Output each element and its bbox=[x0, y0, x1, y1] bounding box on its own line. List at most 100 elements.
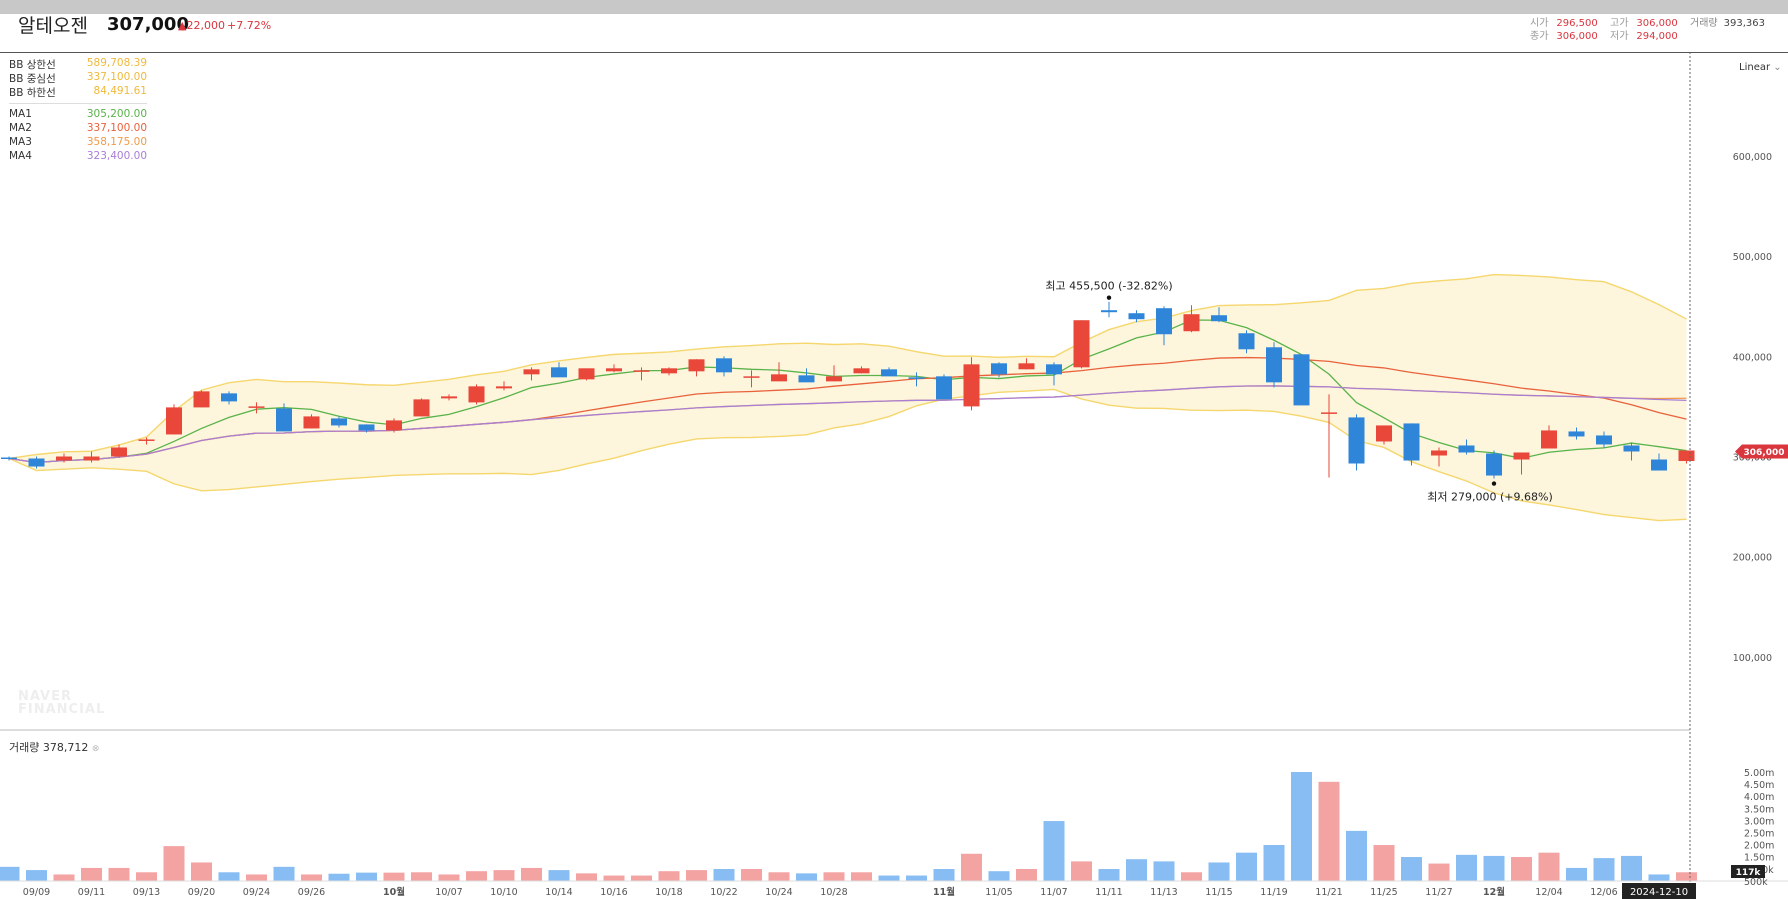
volume-bar bbox=[1456, 854, 1477, 881]
volume-tick-label: 3.50m bbox=[1744, 804, 1774, 815]
legend-ma-3[interactable]: MA4 323,400.00 bbox=[9, 150, 147, 164]
candle bbox=[1486, 450, 1502, 479]
close-icon[interactable]: ⊗ bbox=[91, 744, 100, 754]
legend-ma-2[interactable]: MA3 358,175.00 bbox=[9, 136, 147, 150]
x-tick-label: 09/26 bbox=[298, 887, 325, 898]
x-tick-label: 11월 bbox=[933, 886, 955, 898]
candle-body bbox=[138, 439, 155, 441]
x-tick-label: 10/10 bbox=[490, 887, 517, 898]
candle-body bbox=[1293, 354, 1310, 406]
watermark-line-1: NAVER bbox=[18, 689, 73, 704]
low-price: 저가 294,000 bbox=[1610, 27, 1678, 42]
close-price: 종가 306,000 bbox=[1530, 27, 1598, 42]
candle-body bbox=[1513, 452, 1530, 460]
legend-bb-2[interactable]: BB 하한선 84,491.61 bbox=[9, 85, 147, 99]
candle bbox=[56, 453, 72, 463]
candle-body bbox=[331, 418, 347, 426]
candle-body bbox=[716, 358, 732, 373]
candle bbox=[441, 394, 457, 401]
current-date-label: 2024-12-10 bbox=[1630, 887, 1688, 898]
candle bbox=[1156, 306, 1172, 346]
candle bbox=[1, 456, 17, 461]
candle-body bbox=[276, 408, 292, 432]
x-tick-label: 11/25 bbox=[1370, 887, 1397, 898]
volume-tick-label: 3.00m bbox=[1744, 816, 1774, 827]
candle-body bbox=[661, 368, 677, 374]
candle-body bbox=[1156, 308, 1172, 335]
volume-bar bbox=[1346, 830, 1367, 881]
annotations: 최고 455,500 (-32.82%) 최저 279,000 (+9.68%) bbox=[1045, 280, 1552, 504]
high-marker bbox=[1106, 295, 1112, 300]
legend-value: 358,175.00 bbox=[86, 136, 147, 148]
candle bbox=[1568, 427, 1585, 440]
legend-label: BB 상한선 bbox=[9, 59, 56, 71]
bollinger-band bbox=[8, 273, 1687, 522]
volume-bar bbox=[658, 871, 680, 881]
candlesticks bbox=[1, 301, 1695, 479]
x-tick-label: 12월 bbox=[1483, 886, 1505, 898]
candle-body bbox=[221, 393, 237, 402]
volume-bar bbox=[1236, 852, 1257, 881]
candle bbox=[523, 367, 540, 381]
chart-canvas[interactable]: 100,000200,000300,000400,000500,000600,0… bbox=[0, 14, 1788, 899]
legend-label: BB 중심선 bbox=[9, 73, 56, 85]
candle-body bbox=[468, 386, 485, 403]
candle bbox=[1128, 310, 1145, 323]
candle-body bbox=[1073, 320, 1090, 368]
candle bbox=[1101, 301, 1117, 318]
volume-bar bbox=[53, 874, 75, 881]
volume-label: 거래량 bbox=[1690, 18, 1718, 29]
x-tick-label: 11/15 bbox=[1205, 887, 1232, 898]
stock-name[interactable]: 알테오젠 bbox=[18, 15, 88, 37]
volume-tick-label: 500k bbox=[1744, 877, 1768, 888]
volume-bar bbox=[1263, 845, 1285, 881]
legend-value: 589,708.39 bbox=[86, 57, 147, 69]
candle-body bbox=[1458, 445, 1475, 453]
candle bbox=[303, 414, 320, 429]
candle bbox=[413, 398, 430, 417]
price-change-percent: +7.72% bbox=[227, 19, 272, 32]
legend-ma-0[interactable]: MA1 305,200.00 bbox=[9, 108, 147, 122]
volume-tick-label: 5.00m bbox=[1744, 768, 1774, 779]
candle-body bbox=[606, 368, 622, 372]
x-tick-label: 10/07 bbox=[435, 887, 462, 898]
current-price-tag bbox=[1735, 444, 1788, 459]
candle-body bbox=[303, 416, 320, 429]
legend-ma-1[interactable]: MA2 337,100.00 bbox=[9, 122, 147, 136]
volume-panel-label: 거래량 378,712 bbox=[9, 741, 89, 754]
legend-bb-0[interactable]: BB 상한선 589,708.39 bbox=[9, 57, 147, 71]
candle bbox=[276, 403, 292, 432]
candle bbox=[193, 390, 210, 408]
volume-bar bbox=[1208, 862, 1230, 881]
candle bbox=[908, 372, 925, 387]
price-tick-label: 400,000 bbox=[1733, 352, 1772, 363]
candle bbox=[661, 367, 677, 376]
candle-body bbox=[1211, 315, 1227, 322]
current-volume-tag bbox=[1731, 865, 1765, 878]
volume-bar bbox=[1098, 869, 1120, 881]
legend-value: 337,100.00 bbox=[86, 71, 147, 83]
candle bbox=[1238, 330, 1255, 354]
volume-bar bbox=[108, 867, 130, 881]
candle bbox=[551, 362, 567, 378]
scale-mode-dropdown[interactable]: Linear ⌄ bbox=[1739, 62, 1782, 73]
volume-bar bbox=[796, 873, 817, 881]
volume-bar bbox=[466, 871, 487, 881]
candle bbox=[1183, 305, 1200, 333]
candle bbox=[111, 444, 127, 458]
candle-body bbox=[963, 364, 980, 407]
candle-body bbox=[1348, 417, 1365, 464]
candle-body bbox=[1431, 450, 1447, 456]
volume-bar bbox=[411, 872, 432, 881]
chevron-down-icon: ⌄ bbox=[1773, 62, 1782, 73]
volume-bar bbox=[768, 872, 790, 881]
volume-bar bbox=[0, 866, 20, 881]
volume-bar bbox=[851, 872, 872, 881]
candle bbox=[826, 365, 842, 382]
candle-body bbox=[111, 447, 127, 457]
candle bbox=[936, 374, 952, 400]
legend-bb-1[interactable]: BB 중심선 337,100.00 bbox=[9, 71, 147, 85]
volume-bar bbox=[933, 869, 955, 881]
price-tick-label: 200,000 bbox=[1733, 553, 1772, 564]
x-tick-label: 09/11 bbox=[78, 887, 105, 898]
